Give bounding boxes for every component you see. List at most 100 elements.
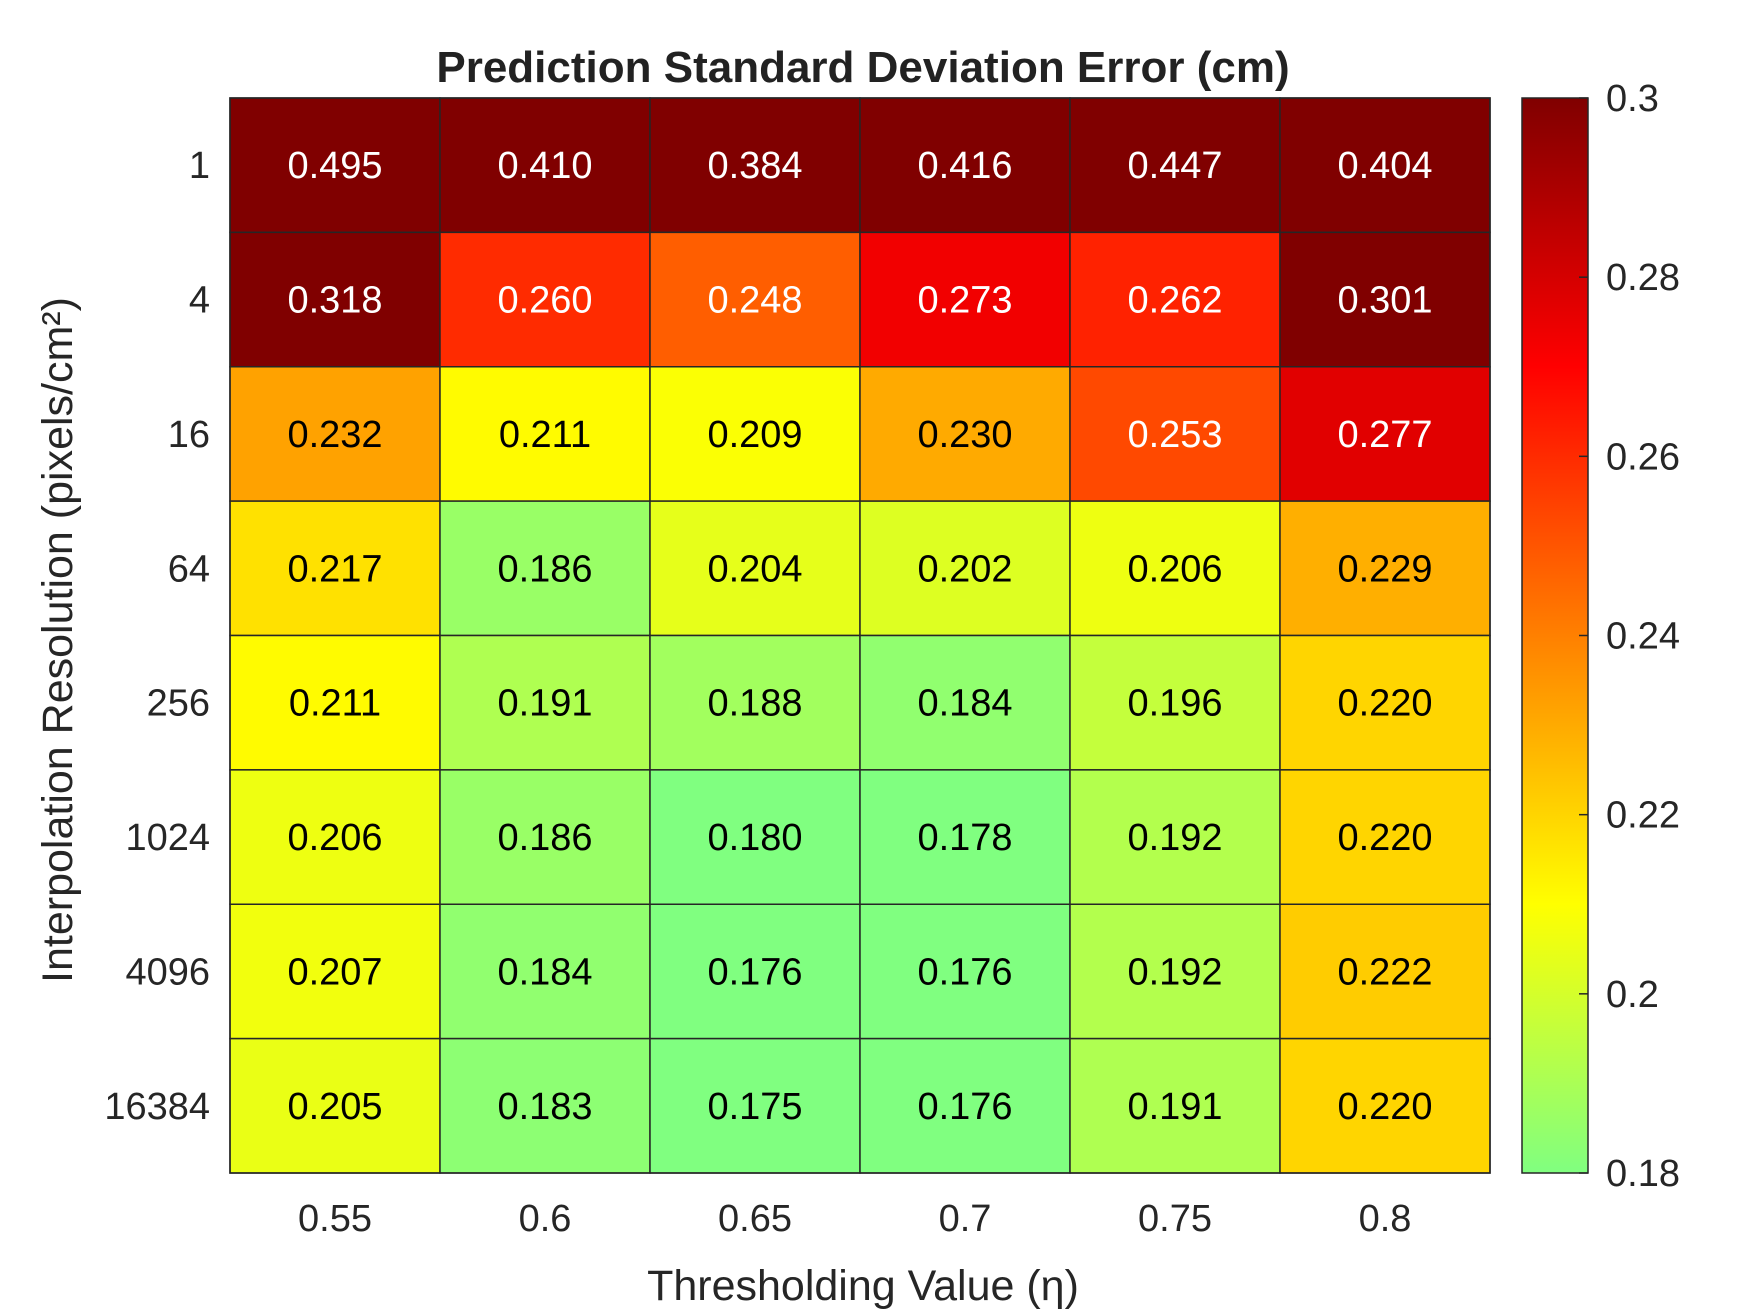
heatmap-cell (649, 366, 861, 502)
heatmap-cell (1279, 1037, 1491, 1174)
cell-value-label: 0.220 (1337, 683, 1432, 725)
cell-value-label: 0.175 (707, 1086, 802, 1128)
heatmap-cell (439, 97, 651, 234)
colorbar (1521, 97, 1589, 1174)
cell-value-label: 0.447 (1127, 145, 1222, 187)
heatmap-cell-labels: 0.495 0.410 0.384 0.416 0.447 0.404 0.318 0.260… (287, 145, 1432, 1128)
heatmap-cell (229, 97, 441, 234)
colorbar-tick-label: 0.18 (1606, 1153, 1680, 1195)
cell-value-label: 0.230 (917, 414, 1012, 456)
x-tick-label: 0.8 (1359, 1198, 1412, 1240)
cell-value-label: 0.220 (1337, 817, 1432, 859)
y-tick-label: 16384 (104, 1086, 210, 1128)
cell-value-label: 0.209 (707, 414, 802, 456)
cell-value-label: 0.204 (707, 548, 802, 590)
x-tick-label: 0.7 (939, 1198, 992, 1240)
cell-value-label: 0.217 (287, 548, 382, 590)
cell-value-label: 0.277 (1337, 414, 1432, 456)
cell-value-label: 0.176 (707, 951, 802, 993)
heatmap-cell (1069, 366, 1281, 502)
cell-value-label: 0.207 (287, 951, 382, 993)
cell-value-label: 0.192 (1127, 951, 1222, 993)
cell-value-label: 0.211 (289, 683, 381, 725)
heatmap-cell (1279, 366, 1491, 502)
y-tick-label: 4096 (125, 951, 210, 993)
cell-value-label: 0.186 (497, 817, 592, 859)
heatmap-cell (1069, 500, 1281, 637)
heatmap-cell (649, 500, 861, 637)
y-axis-ticks: 1 4 16 64 256 1024 4096 16384 (104, 145, 210, 1128)
cell-value-label: 0.188 (707, 683, 802, 725)
heatmap-cell (859, 231, 1071, 368)
cell-value-label: 0.229 (1337, 548, 1432, 590)
y-tick-label: 4 (189, 280, 210, 322)
heatmap-cell (1069, 769, 1281, 905)
cell-value-label: 0.384 (707, 145, 802, 187)
cell-value-label: 0.248 (707, 280, 802, 322)
chart-title: Prediction Standard Deviation Error (cm) (436, 43, 1289, 92)
cell-value-label: 0.176 (917, 1086, 1012, 1128)
heatmap-cells (229, 97, 1491, 1174)
heatmap-cell (229, 634, 441, 771)
cell-value-label: 0.404 (1337, 145, 1432, 187)
cell-value-label: 0.410 (497, 145, 592, 187)
heatmap-cell (1069, 634, 1281, 771)
heatmap-cell (439, 366, 651, 502)
plot-frame (229, 97, 1491, 1174)
heatmap-cell (1069, 97, 1281, 234)
cell-value-label: 0.206 (1127, 548, 1222, 590)
cell-value-label: 0.184 (497, 951, 592, 993)
cell-value-label: 0.191 (497, 683, 592, 725)
x-axis-label: Thresholding Value (η) (647, 1262, 1079, 1310)
heatmap-cell (229, 903, 441, 1040)
heatmap-cell (1069, 1037, 1281, 1174)
cell-value-label: 0.262 (1127, 280, 1222, 322)
heatmap-cell (859, 634, 1071, 771)
colorbar-tick-label: 0.24 (1606, 616, 1680, 658)
x-tick-label: 0.65 (718, 1198, 792, 1240)
cell-value-label: 0.220 (1337, 1086, 1432, 1128)
cell-value-label: 0.196 (1127, 683, 1222, 725)
y-tick-label: 16 (168, 414, 210, 456)
heatmap-cell (229, 366, 441, 502)
y-tick-label: 1 (189, 145, 210, 187)
cell-value-label: 0.206 (287, 817, 382, 859)
cell-value-label: 0.260 (497, 280, 592, 322)
y-tick-label: 256 (147, 683, 210, 725)
heatmap-cell (649, 634, 861, 771)
cell-value-label: 0.232 (287, 414, 382, 456)
cell-value-label: 0.222 (1337, 951, 1432, 993)
heatmap-cell (1279, 231, 1491, 368)
cell-value-label: 0.253 (1127, 414, 1222, 456)
cell-value-label: 0.191 (1127, 1086, 1222, 1128)
cell-value-label: 0.205 (287, 1086, 382, 1128)
heatmap-cell (649, 1037, 861, 1174)
cell-value-label: 0.180 (707, 817, 802, 859)
colorbar-tick-label: 0.28 (1606, 257, 1680, 299)
heatmap-cell (859, 903, 1071, 1040)
x-tick-label: 0.75 (1138, 1198, 1212, 1240)
heatmap-cell (859, 97, 1071, 234)
cell-value-label: 0.192 (1127, 817, 1222, 859)
heatmap-cell (439, 231, 651, 368)
cell-value-label: 0.202 (917, 548, 1012, 590)
colorbar-ticks: 0.18 0.2 0.22 0.24 0.26 0.28 0.3 (1579, 78, 1680, 1195)
cell-value-label: 0.495 (287, 145, 382, 187)
y-tick-label: 64 (168, 548, 210, 590)
colorbar-tick-label: 0.26 (1606, 436, 1680, 478)
x-tick-label: 0.6 (519, 1198, 572, 1240)
heatmap-cell (439, 903, 651, 1040)
heatmap-cell (229, 769, 441, 905)
heatmap-cell (649, 903, 861, 1040)
cell-value-label: 0.301 (1337, 280, 1432, 322)
cell-value-label: 0.416 (917, 145, 1012, 187)
heatmap-cell (229, 500, 441, 637)
cell-value-label: 0.273 (917, 280, 1012, 322)
heatmap-cell (859, 500, 1071, 637)
cell-value-label: 0.211 (499, 414, 591, 456)
heatmap-cell (1279, 769, 1491, 905)
heatmap-cell (1279, 97, 1491, 234)
colorbar-tick-label: 0.2 (1606, 974, 1659, 1016)
cell-value-label: 0.186 (497, 548, 592, 590)
